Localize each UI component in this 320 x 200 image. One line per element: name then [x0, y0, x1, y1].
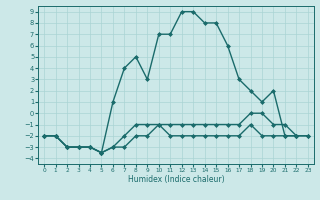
X-axis label: Humidex (Indice chaleur): Humidex (Indice chaleur)	[128, 175, 224, 184]
